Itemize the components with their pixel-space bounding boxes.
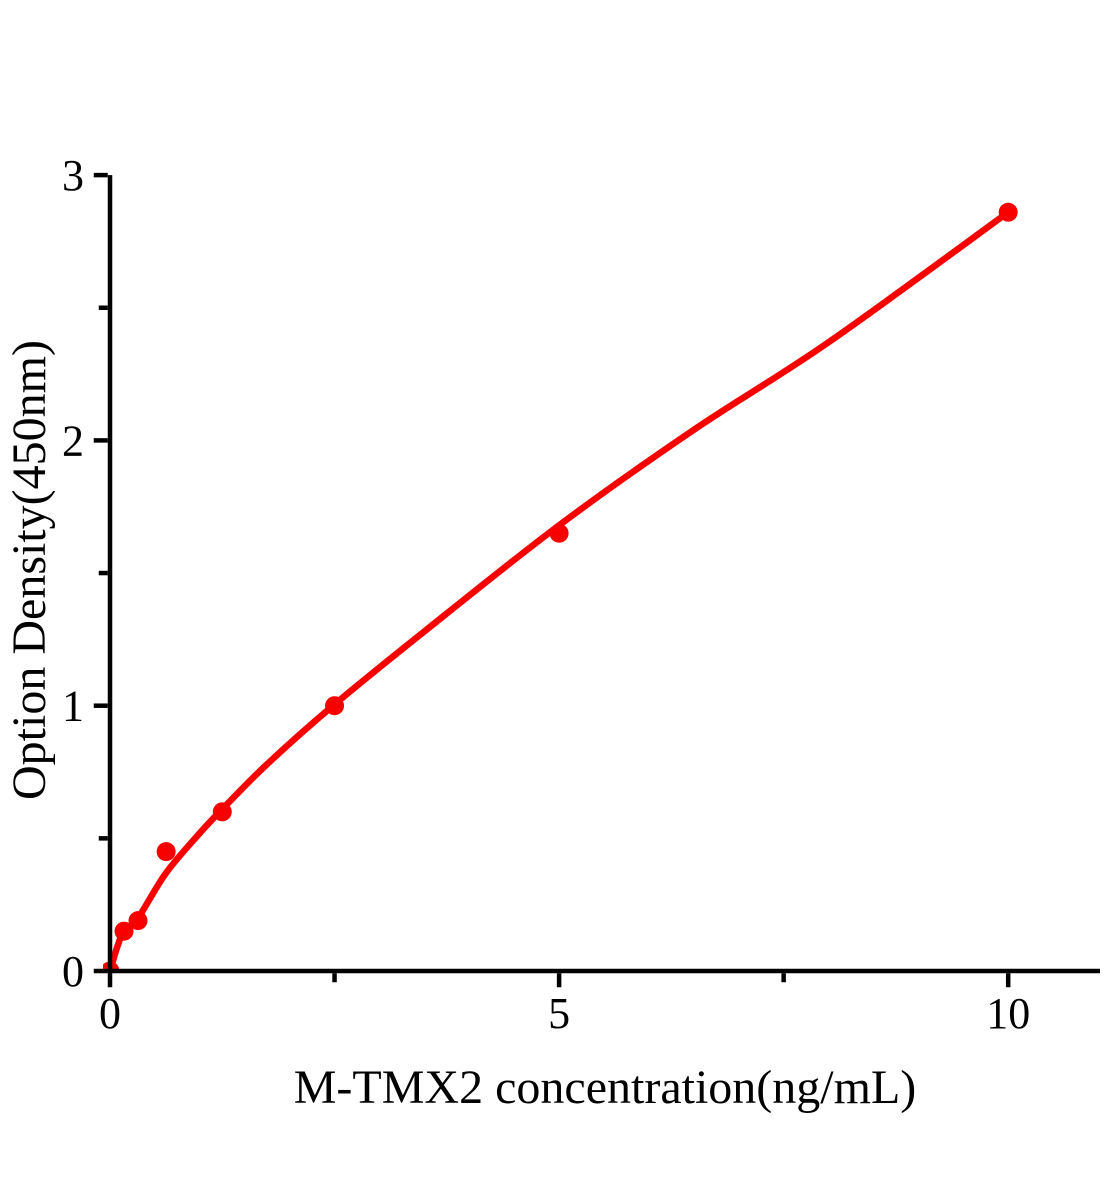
data-point — [998, 202, 1018, 222]
y-tick-label: 1 — [62, 682, 84, 731]
series-layer — [103, 202, 1018, 971]
data-point — [128, 911, 148, 931]
data-point — [549, 523, 569, 543]
y-tick-label: 0 — [62, 947, 84, 996]
data-point — [156, 842, 176, 862]
y-axis-title: Option Density(450nm) — [3, 340, 56, 800]
plot-layer: 0 5 10 0 1 2 3 — [62, 151, 1100, 1038]
y-tick-label: 3 — [62, 151, 84, 200]
y-tick-label: 2 — [62, 416, 84, 465]
x-tick-label: 10 — [986, 989, 1030, 1038]
data-point — [212, 802, 232, 822]
data-point — [114, 921, 134, 941]
x-tick-label: 0 — [99, 989, 121, 1038]
x-tick-label: 5 — [548, 989, 570, 1038]
data-point — [325, 696, 345, 716]
fit-curve-line — [106, 209, 1011, 971]
x-axis-title: M-TMX2 concentration(ng/mL) — [294, 1061, 917, 1114]
